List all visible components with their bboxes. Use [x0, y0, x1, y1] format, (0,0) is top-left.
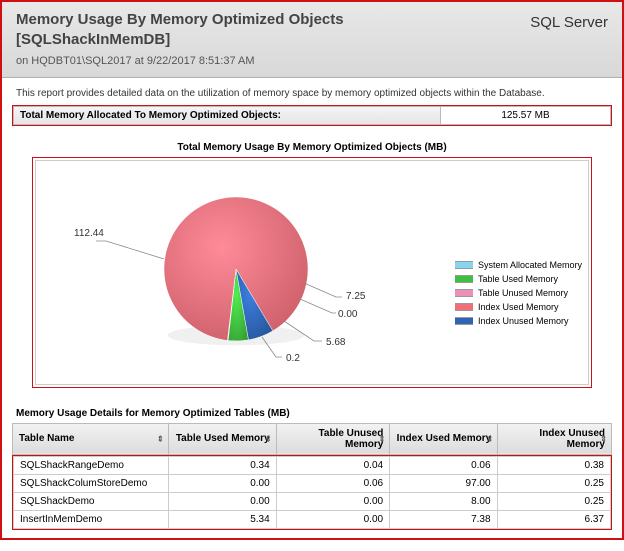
brand-label: SQL Server [530, 14, 608, 31]
total-allocation-box: Total Memory Allocated To Memory Optimiz… [12, 105, 612, 126]
column-header[interactable]: Table Unused Memory⇕ [276, 423, 390, 454]
table-cell: 5.34 [169, 510, 276, 528]
table-cell: SQLShackRangeDemo [14, 456, 169, 474]
legend-label: System Allocated Memory [478, 259, 582, 272]
table-cell: 0.00 [169, 474, 276, 492]
table-cell: 8.00 [390, 492, 497, 510]
sort-icon[interactable]: ⇕ [486, 434, 493, 443]
table-cell: 0.00 [276, 492, 389, 510]
column-label: Table Used Memory [176, 433, 270, 444]
title-line2: [SQLShackInMemDB] [16, 31, 170, 48]
pie-callout-label: 7.25 [346, 291, 366, 302]
table-cell: 0.00 [276, 510, 389, 528]
legend-swatch [455, 317, 473, 325]
legend-item: System Allocated Memory [455, 259, 582, 272]
legend-label: Table Used Memory [478, 273, 558, 286]
legend-item: Table Unused Memory [455, 287, 582, 300]
sort-icon[interactable]: ⇕ [600, 434, 607, 443]
column-label: Table Unused Memory [319, 428, 384, 450]
chart-frame: 112.44 7.25 0.00 5.68 0.2 System Allocated M… [32, 157, 592, 388]
table-cell: 0.06 [276, 474, 389, 492]
legend-label: Index Used Memory [478, 301, 559, 314]
legend-swatch [455, 303, 473, 311]
column-label: Table Name [19, 433, 74, 444]
table-cell: 0.38 [497, 456, 610, 474]
table-cell: SQLShackDemo [14, 492, 169, 510]
legend-item: Table Used Memory [455, 273, 582, 286]
column-header[interactable]: Index Unused Memory⇕ [498, 423, 612, 454]
legend-swatch [455, 275, 473, 283]
legend-item: Index Unused Memory [455, 315, 582, 328]
table-row: SQLShackRangeDemo0.340.040.060.38 [14, 456, 611, 474]
table-row: InsertInMemDemo5.340.007.386.37 [14, 510, 611, 528]
table-cell: 97.00 [390, 474, 497, 492]
table-cell: InsertInMemDemo [14, 510, 169, 528]
report-description: This report provides detailed data on th… [2, 78, 622, 105]
chart-legend: System Allocated MemoryTable Used Memory… [455, 259, 582, 329]
table-row: SQLShackDemo0.000.008.000.25 [14, 492, 611, 510]
title-line1: Memory Usage By Memory Optimized Objects [16, 11, 344, 28]
sort-icon[interactable]: ⇕ [157, 434, 164, 443]
report-container: Memory Usage By Memory Optimized Objects… [0, 0, 624, 540]
pie-chart: 112.44 7.25 0.00 5.68 0.2 System Allocated M… [35, 160, 589, 385]
report-header: Memory Usage By Memory Optimized Objects… [2, 2, 622, 78]
total-allocation-label: Total Memory Allocated To Memory Optimiz… [13, 106, 441, 125]
legend-swatch [455, 289, 473, 297]
report-title: Memory Usage By Memory Optimized Objects… [16, 10, 608, 51]
legend-label: Index Unused Memory [478, 315, 569, 328]
table-cell: 0.00 [169, 492, 276, 510]
table-cell: 0.04 [276, 456, 389, 474]
total-allocation-value: 125.57 MB [441, 106, 611, 125]
pie-callout-label: 0.2 [286, 353, 300, 364]
pie-callout-label: 112.44 [74, 228, 104, 239]
legend-swatch [455, 261, 473, 269]
data-table-body: SQLShackRangeDemo0.340.040.060.38SQLShac… [13, 456, 611, 529]
table-cell: 0.25 [497, 474, 610, 492]
column-header[interactable]: Table Used Memory⇕ [168, 423, 276, 454]
column-label: Index Used Memory [397, 433, 491, 444]
pie-callout-label: 5.68 [326, 337, 346, 348]
legend-label: Table Unused Memory [478, 287, 568, 300]
report-subtitle: on HQDBT01\SQL2017 at 9/22/2017 8:51:37 … [16, 55, 608, 67]
legend-item: Index Used Memory [455, 301, 582, 314]
sort-icon[interactable]: ⇕ [265, 434, 272, 443]
table-row: SQLShackColumStoreDemo0.000.0697.000.25 [14, 474, 611, 492]
sort-icon[interactable]: ⇕ [379, 434, 386, 443]
pie-callout-label: 0.00 [338, 309, 358, 320]
column-header[interactable]: Index Used Memory⇕ [390, 423, 498, 454]
table-cell: 7.38 [390, 510, 497, 528]
column-label: Index Unused Memory [539, 428, 605, 450]
column-header[interactable]: Table Name ⇕ [13, 423, 169, 454]
table-cell: 6.37 [497, 510, 610, 528]
table-cell: 0.34 [169, 456, 276, 474]
table-cell: 0.25 [497, 492, 610, 510]
table-cell: SQLShackColumStoreDemo [14, 474, 169, 492]
table-title: Memory Usage Details for Memory Optimize… [2, 396, 622, 423]
chart-title: Total Memory Usage By Memory Optimized O… [2, 134, 622, 157]
table-cell: 0.06 [390, 456, 497, 474]
data-table-header: Table Name⇕Table Used Memory⇕Table Unuse… [12, 423, 612, 455]
data-table-wrap: Table Name⇕Table Used Memory⇕Table Unuse… [12, 423, 612, 530]
